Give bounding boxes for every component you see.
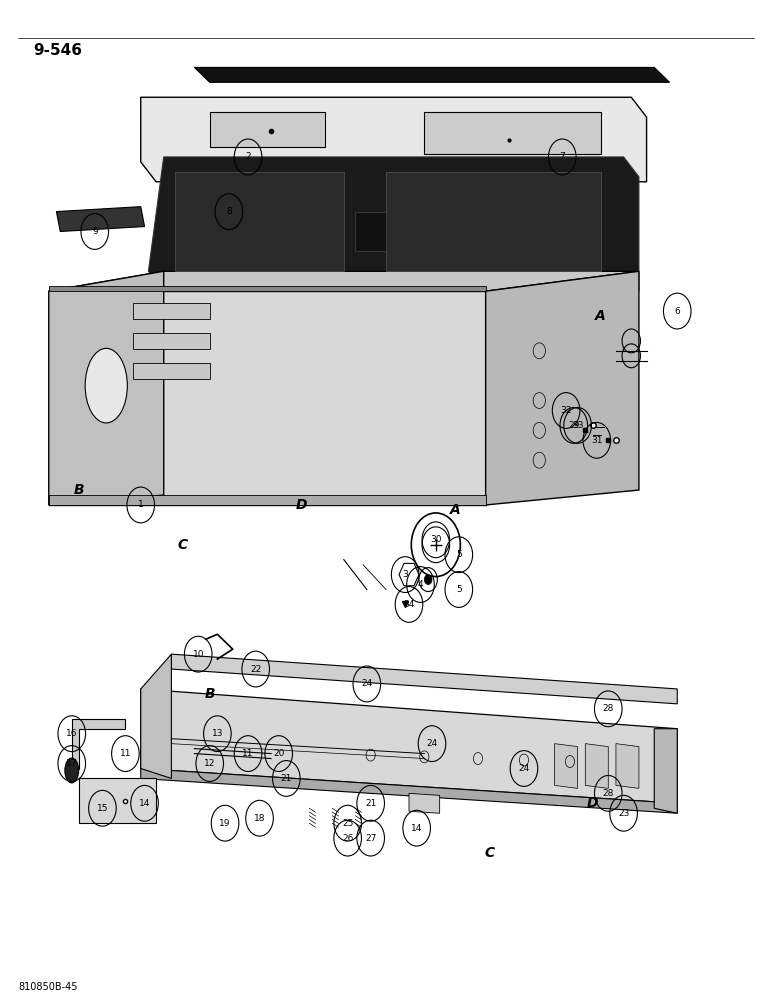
Polygon shape — [141, 689, 677, 803]
Text: 18: 18 — [254, 814, 266, 823]
Text: 810850B-45: 810850B-45 — [18, 982, 78, 992]
Polygon shape — [72, 719, 125, 768]
Text: 9-546: 9-546 — [33, 43, 83, 58]
Polygon shape — [141, 768, 677, 813]
Text: 5: 5 — [456, 550, 462, 559]
Polygon shape — [49, 286, 486, 291]
Circle shape — [425, 575, 432, 585]
Text: 8: 8 — [226, 207, 232, 216]
Text: A: A — [449, 503, 460, 517]
Polygon shape — [49, 271, 639, 291]
Text: 3: 3 — [402, 570, 408, 579]
Text: C: C — [178, 538, 188, 552]
Text: 2: 2 — [245, 152, 251, 161]
Polygon shape — [399, 563, 419, 586]
Polygon shape — [133, 303, 210, 319]
Text: 28: 28 — [603, 704, 614, 713]
Text: 34: 34 — [403, 600, 415, 609]
Polygon shape — [49, 495, 486, 505]
Polygon shape — [486, 271, 639, 505]
Text: 14: 14 — [139, 799, 151, 808]
Text: 17: 17 — [66, 759, 77, 768]
Text: 24: 24 — [518, 764, 530, 773]
Text: B: B — [74, 483, 85, 497]
Text: 33: 33 — [572, 421, 584, 430]
Text: 11: 11 — [120, 749, 131, 758]
Text: D: D — [296, 498, 307, 512]
Text: 29: 29 — [568, 421, 580, 430]
Text: 21: 21 — [365, 799, 377, 808]
Polygon shape — [585, 744, 608, 788]
Polygon shape — [654, 729, 677, 813]
Text: 30: 30 — [430, 535, 442, 544]
Text: 20: 20 — [273, 749, 284, 758]
Text: 22: 22 — [250, 665, 262, 674]
Text: C: C — [484, 846, 495, 860]
Text: 5: 5 — [456, 585, 462, 594]
Text: 12: 12 — [204, 759, 215, 768]
Text: 24: 24 — [426, 739, 438, 748]
Polygon shape — [56, 207, 144, 232]
Text: 13: 13 — [212, 729, 223, 738]
Ellipse shape — [85, 348, 127, 423]
Text: 16: 16 — [66, 729, 77, 738]
Polygon shape — [141, 654, 171, 778]
Text: 4: 4 — [418, 580, 423, 589]
Polygon shape — [148, 157, 639, 291]
Text: 6: 6 — [675, 307, 680, 316]
Text: 1: 1 — [138, 500, 144, 509]
Polygon shape — [171, 654, 677, 704]
Text: 19: 19 — [219, 819, 231, 828]
Polygon shape — [49, 291, 486, 505]
Polygon shape — [425, 112, 601, 154]
Polygon shape — [386, 172, 601, 271]
Text: 10: 10 — [192, 650, 204, 659]
Text: 31: 31 — [591, 436, 602, 445]
Polygon shape — [210, 112, 325, 147]
Text: 28: 28 — [603, 789, 614, 798]
Polygon shape — [355, 212, 386, 251]
Text: D: D — [587, 796, 599, 810]
Text: 32: 32 — [560, 406, 572, 415]
Polygon shape — [616, 744, 639, 788]
Ellipse shape — [65, 758, 79, 783]
Text: 7: 7 — [560, 152, 565, 161]
Text: 23: 23 — [618, 809, 629, 818]
Polygon shape — [133, 363, 210, 379]
Polygon shape — [80, 778, 156, 823]
Polygon shape — [133, 333, 210, 349]
Text: B: B — [205, 687, 215, 701]
Text: 21: 21 — [281, 774, 292, 783]
Text: 25: 25 — [342, 819, 354, 828]
Polygon shape — [409, 793, 439, 813]
Polygon shape — [195, 67, 669, 82]
Polygon shape — [175, 172, 344, 271]
Text: 26: 26 — [342, 834, 354, 843]
Text: 9: 9 — [92, 227, 97, 236]
Text: 11: 11 — [242, 749, 254, 758]
Polygon shape — [141, 97, 647, 182]
Polygon shape — [49, 271, 164, 505]
Text: 14: 14 — [411, 824, 422, 833]
Polygon shape — [554, 744, 577, 788]
Text: A: A — [595, 309, 606, 323]
Text: 24: 24 — [361, 679, 372, 688]
Text: 15: 15 — [96, 804, 108, 813]
Text: 27: 27 — [365, 834, 377, 843]
